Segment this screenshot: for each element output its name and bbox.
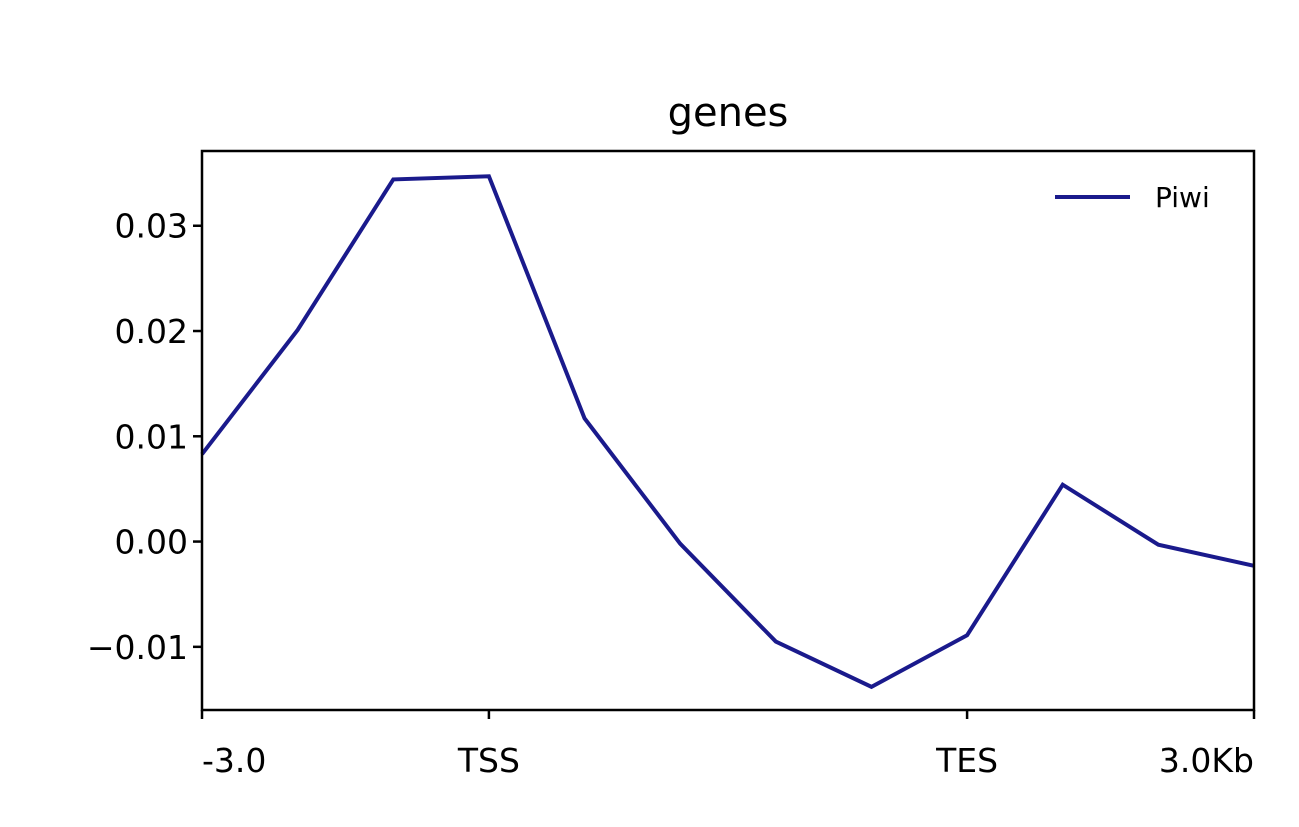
plot-area [200, 174, 1255, 690]
x-tick-label: TES [935, 741, 998, 780]
chart-title: genes [668, 90, 789, 136]
y-tick-label: 0.02 [115, 312, 188, 351]
x-tick-label: 3.0Kb [1159, 741, 1254, 780]
legend-label: Piwi [1155, 181, 1210, 214]
y-tick-label: −0.01 [87, 628, 188, 667]
plot-frame [200, 149, 1256, 712]
x-tick-label: -3.0 [202, 741, 266, 780]
x-tick-label: TSS [457, 741, 520, 780]
legend: Piwi [1055, 181, 1210, 214]
y-tick-label: 0.01 [115, 417, 188, 456]
y-tick-label: 0.00 [115, 523, 188, 562]
series-line-piwi [200, 174, 1255, 690]
y-tick-label: 0.03 [115, 207, 188, 246]
axis-ticks: 0.03 0.02 0.01 0.00 −0.01 -3.0 TSS TES 3.0Kb [87, 207, 1256, 780]
